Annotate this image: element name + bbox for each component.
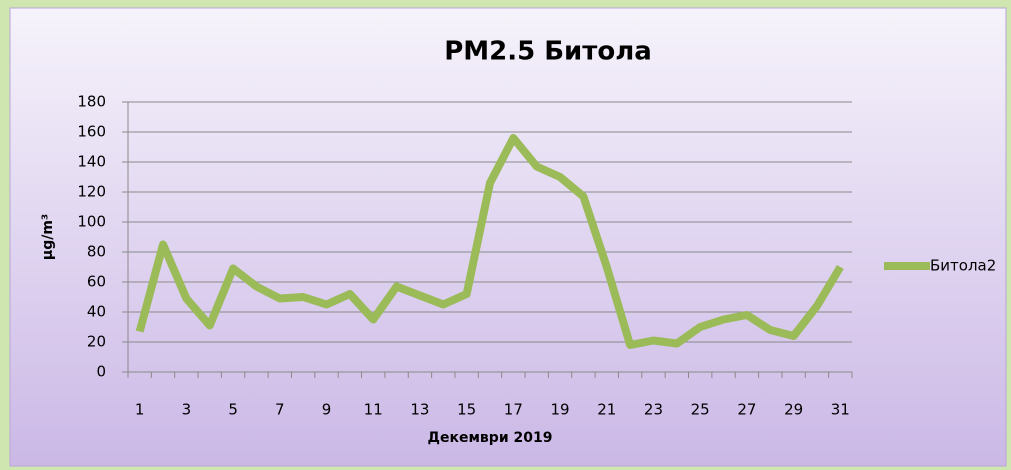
- chart-title: PM2.5 Битола: [444, 37, 652, 67]
- x-tick-label: 1: [135, 401, 145, 419]
- y-tick-label: 40: [87, 303, 106, 321]
- y-tick-label: 120: [77, 183, 106, 201]
- y-tick-label: 80: [87, 243, 106, 261]
- legend-label: Битола2: [930, 257, 996, 275]
- x-tick-label: 5: [228, 401, 238, 419]
- x-tick-label: 11: [364, 401, 383, 419]
- x-tick-label: 7: [275, 401, 285, 419]
- data-line: [135, 134, 844, 349]
- x-tick-label: 23: [644, 401, 663, 419]
- y-tick-label: 140: [77, 153, 106, 171]
- x-tick-label: 13: [410, 401, 429, 419]
- x-tick-label: 21: [597, 401, 616, 419]
- y-tick-label: 60: [87, 273, 106, 291]
- y-tick-label: 180: [77, 93, 106, 111]
- x-tick-label: 27: [737, 401, 756, 419]
- y-axis-label: µg/m³: [40, 214, 56, 260]
- x-tick-label: 9: [322, 401, 332, 419]
- x-tick-label: 31: [831, 401, 850, 419]
- y-tick-label: 160: [77, 123, 106, 141]
- x-tick-label: 29: [784, 401, 803, 419]
- y-tick-label: 0: [96, 363, 106, 381]
- y-tick-label: 20: [87, 333, 106, 351]
- x-axis-label: Декември 2019: [428, 430, 553, 446]
- x-tick-label: 17: [504, 401, 523, 419]
- y-tick-label: 100: [77, 213, 106, 231]
- x-tick-label: 19: [551, 401, 570, 419]
- x-tick-label: 15: [457, 401, 476, 419]
- x-tick-label: 25: [691, 401, 710, 419]
- x-tick-label: 3: [182, 401, 192, 419]
- chart-panel: [9, 7, 1007, 467]
